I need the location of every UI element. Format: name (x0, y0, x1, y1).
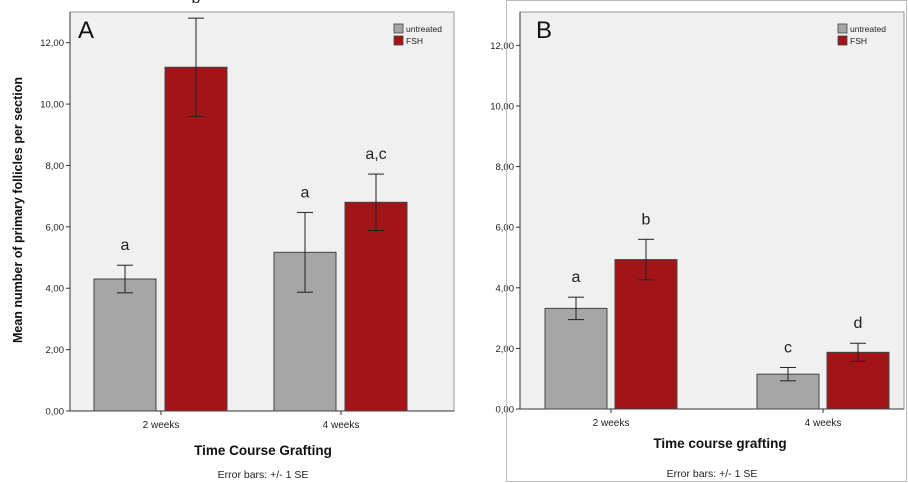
y-tick-label: 0,00 (496, 405, 515, 416)
y-tick-label: 2,00 (496, 344, 515, 355)
bar-untreated-1 (93, 278, 157, 412)
error-bar (117, 264, 133, 294)
bar-fsh-1 (164, 66, 228, 412)
panel-b-frame (506, 0, 907, 482)
y-tick-label: 10,00 (40, 100, 64, 111)
x-tick-label: 4 weeks (805, 418, 842, 429)
panel-label: B (536, 17, 552, 44)
y-tick-label: 4,00 (46, 284, 65, 295)
x-axis-title: Time course grafting (653, 436, 786, 451)
error-bar (188, 17, 204, 117)
error-bar (568, 296, 584, 321)
chart-panel-a: 0,00 2,00 4,00 6,00 8,00 10,00 12,00 2 weeks 4 w… (11, 0, 455, 481)
y-tick-label: 2,00 (46, 345, 65, 356)
panel-label: A (78, 17, 94, 44)
legend: untreated FSH (837, 23, 886, 46)
x-tick-label: 4 weeks (323, 420, 360, 431)
significance-label: a (301, 184, 310, 201)
legend-swatch-fsh (393, 35, 404, 46)
error-bars-note: Error bars: +/- 1 SE (218, 469, 309, 481)
legend-label-untreated: untreated (406, 24, 442, 34)
legend-swatch-untreated (837, 23, 848, 34)
y-tick-label: 6,00 (46, 222, 65, 233)
y-tick-label: 10,00 (490, 101, 514, 112)
y-tick-label: 8,00 (496, 162, 515, 173)
error-bar (297, 211, 313, 293)
error-bar (850, 342, 866, 362)
legend-label-fsh: FSH (850, 36, 867, 46)
legend-swatch-fsh (837, 35, 848, 46)
legend: untreated FSH (393, 23, 442, 46)
x-axis-title: Time Course Grafting (194, 443, 332, 458)
x-tick-label: 2 weeks (593, 418, 630, 429)
significance-label: b (642, 211, 651, 228)
bar-fsh-1 (614, 259, 678, 410)
y-tick-label: 6,00 (496, 223, 515, 234)
error-bar (780, 366, 796, 382)
significance-label: b (192, 0, 201, 7)
chart-panel-b: 0,00 2,00 4,00 6,00 8,00 10,00 12,00 2 weeks 4 w… (490, 11, 905, 480)
error-bar (638, 238, 654, 281)
error-bar (368, 173, 384, 232)
y-tick-label: 0,00 (46, 407, 65, 418)
bar-untreated-1 (544, 307, 608, 410)
legend-label-fsh: FSH (406, 36, 423, 46)
y-tick-label: 4,00 (496, 283, 515, 294)
significance-label: a (121, 237, 130, 254)
y-tick-label: 12,00 (40, 38, 64, 49)
y-tick-label: 12,00 (490, 41, 514, 52)
legend-label-untreated: untreated (850, 24, 886, 34)
significance-label: a,c (365, 146, 386, 163)
significance-label: d (854, 315, 863, 332)
error-bars-note: Error bars: +/- 1 SE (667, 468, 758, 480)
bar-untreated-2 (756, 373, 820, 410)
bar-fsh-2 (344, 201, 408, 412)
significance-label: a (572, 269, 581, 286)
legend-swatch-untreated (393, 23, 404, 34)
significance-label: c (784, 339, 792, 356)
x-tick-label: 2 weeks (143, 420, 180, 431)
y-axis-title: Mean number of primary follicles per sec… (11, 77, 25, 343)
y-tick-label: 8,00 (46, 161, 65, 172)
